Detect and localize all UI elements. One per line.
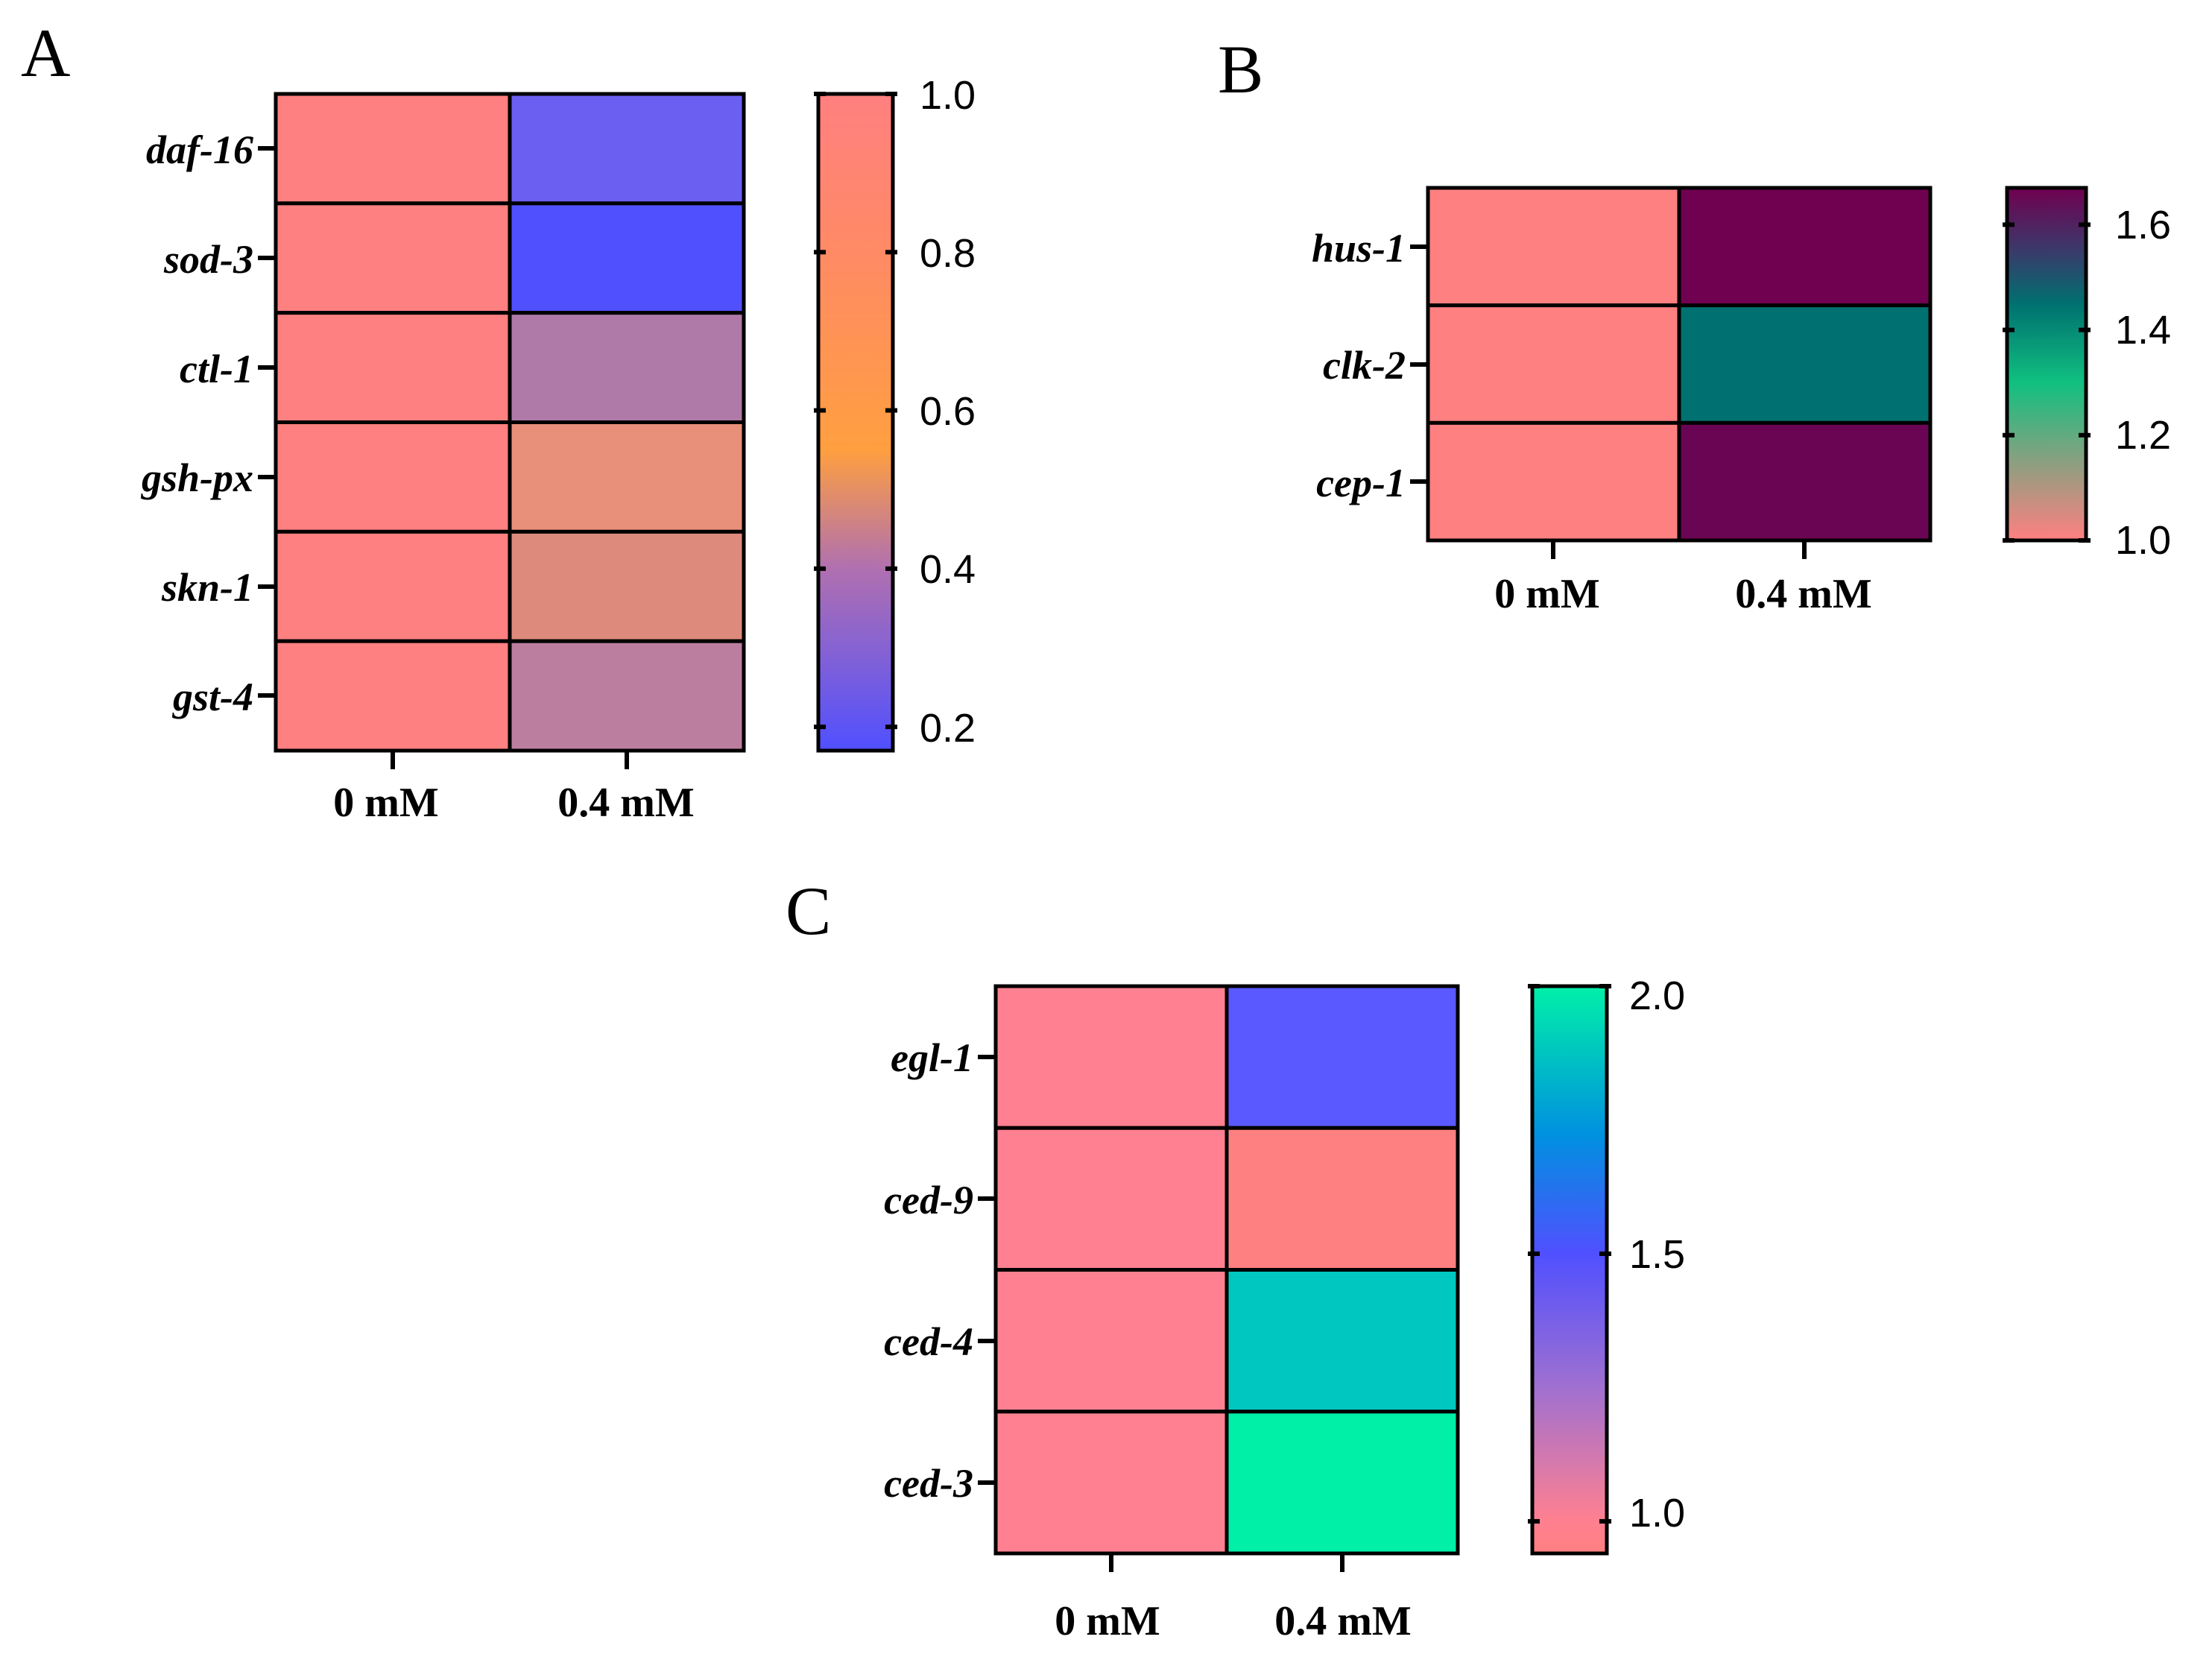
panel-a-colorbar-tick-label: 0.4 [920, 547, 976, 592]
panel-c: C egl-1 ced-9 ced-4 ced-3 0 mM 0.4 mM 1.… [786, 873, 1685, 1644]
panel-c-colorbar-gradient [1530, 984, 1609, 1556]
panel-b-colorbar-tick-label: 1.0 [2115, 518, 2171, 563]
panel-a-colorbar-ticks [814, 92, 897, 730]
panel-a-cell [508, 420, 746, 534]
panel-c-heatmap [993, 984, 1460, 1556]
panel-b-cell [1677, 303, 1933, 425]
panel-a-colorbar-gradient [816, 92, 895, 753]
panel-c-col-label: 0.4 mM [1274, 1598, 1412, 1644]
panel-b-colorbar-tick-label: 1.4 [2115, 308, 2171, 353]
panel-a-col-label: 0.4 mM [557, 780, 695, 826]
panel-a-cell [508, 529, 746, 643]
panel-b: B hus-1 clk-2 cep-1 0 mM 0.4 mM 1.0 1.2 … [1218, 31, 2171, 617]
panel-b-colorbar-ticks [2003, 222, 2091, 543]
panel-c-colorbar-ticks [1528, 984, 1611, 1524]
panel-a-row-label: daf-16 [146, 127, 253, 172]
panel-b-cell [1677, 420, 1933, 543]
panel-b-cell [1677, 186, 1933, 308]
panel-a-colorbar-tick-label: 0.8 [920, 231, 976, 276]
panel-b-label: B [1218, 31, 1263, 107]
panel-c-cell [993, 984, 1229, 1130]
panel-b-col-label: 0.4 mM [1735, 571, 1872, 617]
panel-b-row-label: cep-1 [1316, 461, 1406, 505]
panel-a-col-ticks [391, 751, 629, 769]
panel-c-cell [1224, 1126, 1460, 1272]
panel-c-cell [1224, 1268, 1460, 1414]
panel-a-col-label: 0 mM [333, 780, 439, 826]
panel-c-col-label: 0 mM [1055, 1598, 1160, 1644]
panel-a-row-ticks [258, 146, 276, 698]
panel-a-colorbar: 0.2 0.4 0.6 0.8 1.0 [814, 73, 976, 753]
panel-c-row-label: egl-1 [891, 1035, 973, 1080]
panel-a-heatmap [274, 92, 746, 753]
panel-b-row-label: hus-1 [1312, 226, 1406, 271]
panel-a-row-label: gsh-px [141, 455, 253, 500]
panel-c-colorbar-tick-label: 1.5 [1629, 1232, 1685, 1277]
panel-c-cell [993, 1410, 1229, 1556]
panel-a-cell [508, 201, 746, 315]
panel-c-row-label: ced-9 [884, 1178, 973, 1222]
panel-a-label: A [21, 15, 70, 91]
panel-c-row-label: ced-3 [884, 1461, 973, 1506]
panel-b-col-ticks [1551, 540, 1807, 559]
panel-b-cell [1426, 186, 1681, 308]
panel-a-cell [274, 420, 512, 534]
panel-a-cell [274, 311, 512, 424]
panel-b-colorbar-gradient [2005, 186, 2088, 543]
panel-c-row-label: ced-4 [884, 1319, 973, 1364]
panel-a-cell [274, 92, 512, 206]
panel-b-cell [1426, 303, 1681, 425]
panel-a-colorbar-tick-label: 0.6 [920, 389, 976, 434]
panel-a-row-label: ctl-1 [180, 347, 253, 391]
panel-b-col-label: 0 mM [1494, 571, 1600, 617]
panel-b-colorbar-tick-label: 1.6 [2115, 203, 2171, 247]
panel-c-row-ticks [978, 1055, 996, 1485]
panel-a-cell [508, 639, 746, 753]
panel-a-cell [274, 529, 512, 643]
panel-c-label: C [786, 873, 831, 949]
panel-a-cell [508, 311, 746, 424]
panel-a-cell [274, 201, 512, 315]
panel-a-cell [508, 92, 746, 206]
panel-a-row-label: skn-1 [161, 565, 253, 610]
panel-a-colorbar-tick-label: 1.0 [920, 73, 976, 118]
panel-c-col-ticks [1109, 1553, 1344, 1572]
panel-c-cell [993, 1126, 1229, 1272]
panel-a-colorbar-tick-label: 0.2 [920, 706, 976, 751]
panel-c-cell [993, 1268, 1229, 1414]
panel-a-cell [274, 639, 512, 753]
panel-a-row-label: sod-3 [163, 237, 253, 282]
panel-a: A daf-16 sod-3 ctl-1 gsh-px skn-1 gst-4 … [21, 15, 976, 826]
panel-c-colorbar-tick-label: 1.0 [1629, 1491, 1685, 1536]
panel-b-colorbar-tick-label: 1.2 [2115, 413, 2171, 458]
panel-b-cell [1426, 420, 1681, 543]
panel-b-row-label: clk-2 [1323, 343, 1406, 388]
panel-b-heatmap [1426, 186, 1933, 543]
panel-a-row-label: gst-4 [172, 675, 253, 719]
panel-c-colorbar-tick-label: 2.0 [1629, 973, 1685, 1018]
panel-b-row-ticks [1410, 244, 1428, 484]
panel-b-colorbar: 1.0 1.2 1.4 1.6 [2003, 186, 2171, 563]
panel-c-cell [1224, 1410, 1460, 1556]
panel-c-cell [1224, 984, 1460, 1130]
panel-c-colorbar: 1.0 1.5 2.0 [1528, 973, 1685, 1556]
